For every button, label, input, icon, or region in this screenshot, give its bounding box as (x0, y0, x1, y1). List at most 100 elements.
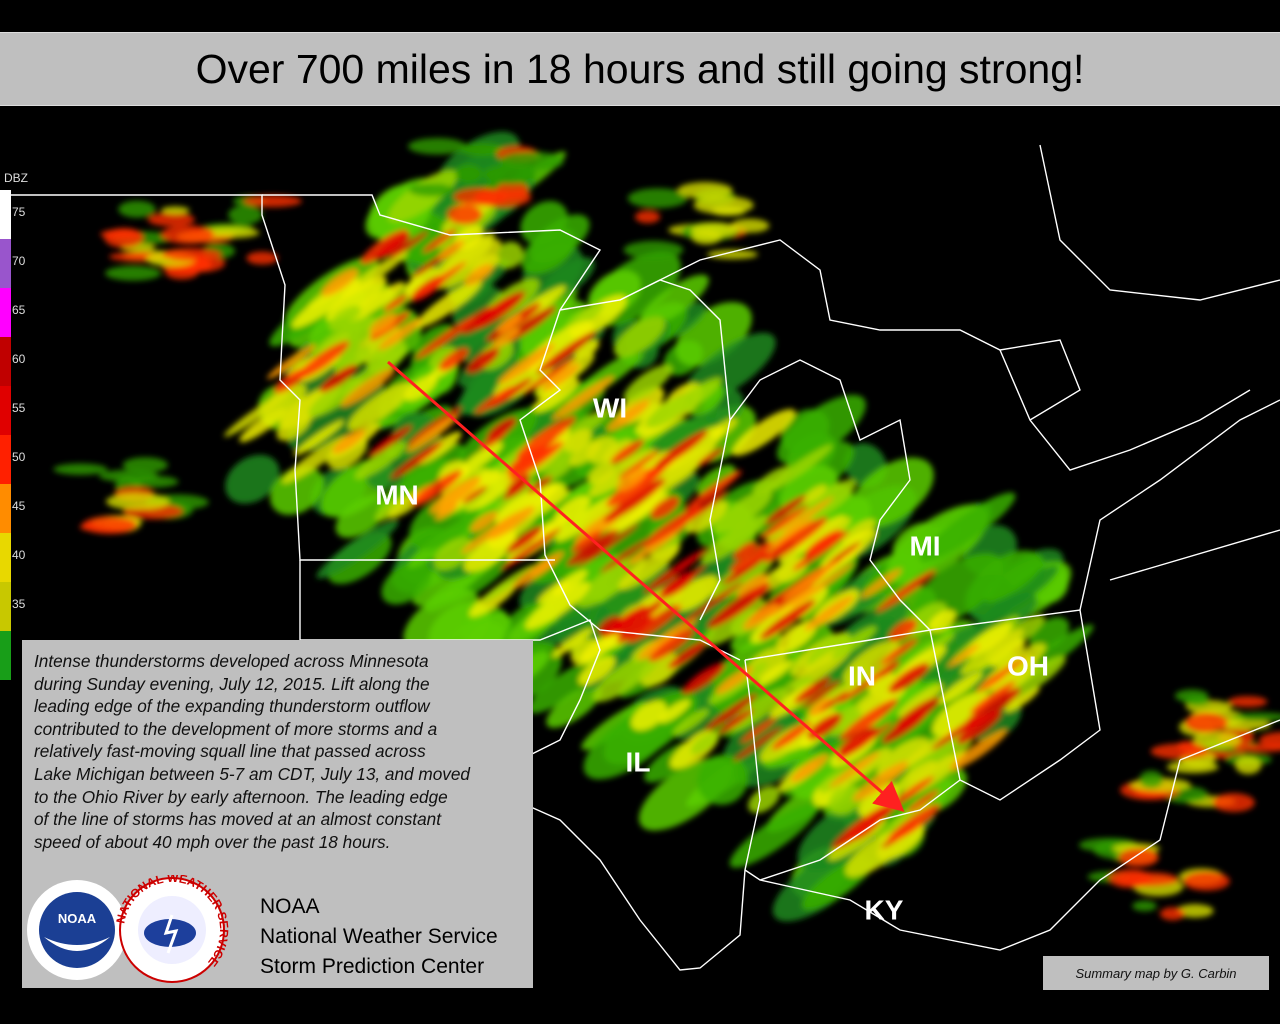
echo (603, 478, 666, 523)
echo (808, 633, 852, 668)
echo (533, 445, 556, 462)
caption-text: Intense thunderstorms developed across M… (34, 650, 521, 853)
echo (375, 232, 411, 259)
echo (404, 267, 442, 298)
echo (160, 225, 215, 245)
echo (717, 708, 755, 735)
echo (804, 595, 854, 631)
echo (696, 464, 736, 496)
state-label: OH (1007, 650, 1049, 681)
echo (707, 249, 758, 260)
in-border (744, 629, 961, 881)
echo (767, 584, 814, 618)
echo (790, 754, 829, 783)
echo (807, 713, 843, 740)
state-label: MI (909, 530, 940, 561)
echo (1132, 900, 1157, 912)
echo (378, 318, 423, 350)
agency-line: NOAA (260, 895, 320, 918)
echo (690, 222, 738, 238)
caption-line: Intense thunderstorms developed across M… (34, 651, 429, 671)
echo (1212, 793, 1255, 812)
echo (781, 560, 839, 601)
echo (147, 212, 195, 227)
legend-swatch (0, 288, 11, 337)
echo (1004, 686, 1040, 713)
echo (705, 693, 758, 731)
legend-swatch (0, 484, 11, 533)
echo (660, 571, 695, 598)
echo (525, 582, 590, 630)
echo (711, 552, 775, 600)
credit: Summary map by G. Carbin (1043, 956, 1269, 990)
caption-box: Intense thunderstorms developed across M… (22, 640, 533, 988)
echo (1150, 743, 1209, 760)
echo (618, 450, 660, 480)
echo (408, 138, 467, 155)
echo (989, 638, 1026, 667)
echo (682, 581, 743, 624)
echo (160, 206, 190, 215)
echo (664, 426, 725, 471)
echo (697, 447, 725, 467)
agency-line: Storm Prediction Center (260, 955, 485, 978)
echo (616, 616, 654, 643)
echo (546, 685, 603, 728)
echo (606, 399, 650, 432)
echo (408, 183, 454, 197)
wi-border (262, 194, 741, 661)
echo (462, 485, 488, 504)
echo (1184, 712, 1229, 733)
echo (938, 671, 983, 704)
state-label: WI (593, 392, 627, 423)
echo (1183, 696, 1211, 707)
echo (730, 541, 773, 572)
echo (316, 519, 399, 579)
echo (896, 760, 937, 791)
echo (808, 697, 832, 717)
echo (615, 600, 664, 635)
echo (704, 599, 767, 646)
echo (672, 708, 709, 736)
echo (453, 188, 509, 206)
echo (623, 240, 684, 259)
echo (246, 251, 279, 265)
echo (571, 530, 602, 553)
echo (1006, 655, 1066, 700)
echo (740, 717, 777, 744)
echo (429, 345, 456, 368)
echo (733, 541, 757, 560)
echo (1118, 848, 1159, 867)
echo (672, 575, 719, 612)
caption-line: speed of about 40 mph over the past 18 h… (34, 831, 391, 852)
mn-border (10, 194, 555, 561)
echo (887, 804, 941, 843)
legend-swatch (0, 239, 11, 288)
echo (415, 316, 476, 360)
echo (771, 721, 812, 750)
mi-upper (619, 239, 1081, 421)
echo (736, 574, 769, 599)
mi-lower (729, 359, 931, 631)
state-label: IN (848, 660, 876, 691)
echo (802, 484, 827, 504)
echo (732, 409, 796, 456)
echo (474, 386, 514, 415)
legend-level: 40 (12, 548, 26, 562)
echo (801, 680, 841, 708)
noaa-logo-inner (39, 892, 115, 968)
legend-swatch (0, 190, 11, 239)
echo (433, 238, 502, 290)
canada-border (1039, 144, 1280, 301)
echo (646, 394, 692, 429)
echo (387, 169, 458, 223)
echo (454, 293, 540, 363)
echo (659, 699, 691, 724)
echo (53, 463, 108, 475)
echo (743, 603, 779, 630)
caption-line: contributed to the development of more s… (34, 718, 438, 739)
echo (820, 691, 849, 712)
legend-swatch (0, 582, 11, 631)
echo (122, 457, 169, 473)
